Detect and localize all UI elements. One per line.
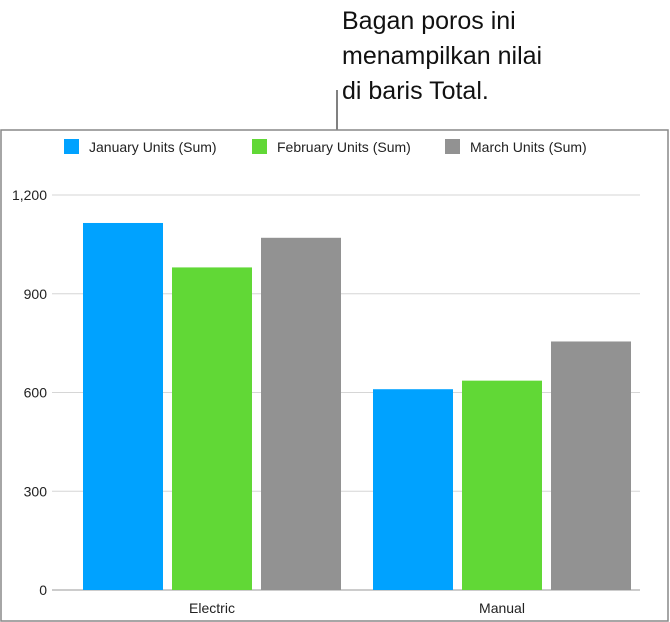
bar-manual-0 <box>373 389 453 590</box>
legend-label: January Units (Sum) <box>89 139 217 155</box>
x-tick-label: Electric <box>189 600 235 616</box>
legend-swatch <box>445 139 460 154</box>
bar-electric-2 <box>261 237 341 590</box>
x-tick-label: Manual <box>479 600 525 616</box>
y-tick-label: 300 <box>24 483 48 499</box>
bar-electric-0 <box>83 222 163 590</box>
legend-swatch <box>252 139 267 154</box>
bar-electric-1 <box>172 267 252 590</box>
legend-label: February Units (Sum) <box>277 139 411 155</box>
legend-label: March Units (Sum) <box>470 139 587 155</box>
y-tick-label: 600 <box>24 385 48 401</box>
y-tick-label: 900 <box>24 286 48 302</box>
bar-manual-1 <box>462 380 542 590</box>
callout-annotation: Bagan poros ini menampilkan nilai di bar… <box>342 7 543 105</box>
chart-frame <box>0 129 669 622</box>
bar-manual-2 <box>551 341 631 590</box>
legend-swatch <box>64 139 79 154</box>
y-tick-label: 1,200 <box>12 187 47 203</box>
y-tick-label: 0 <box>39 582 47 598</box>
